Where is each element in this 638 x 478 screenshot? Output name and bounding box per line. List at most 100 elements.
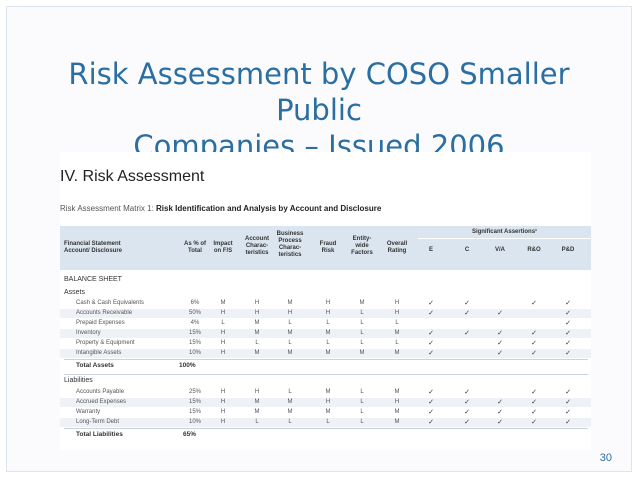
asset-row: Accounts Receivable 50% H H H H L H ✓ ✓ ✓ ✓ bbox=[60, 309, 591, 318]
assets-label: Assets bbox=[64, 289, 86, 296]
assertion-check-icon: ✓ bbox=[497, 340, 503, 347]
header-fraud-risk: Fraud Risk bbox=[319, 241, 337, 254]
fraud-risk-rating: H bbox=[325, 399, 331, 405]
assertion-check-icon: ✓ bbox=[565, 419, 571, 426]
asset-row: Property & Equipment 15% H L L L L L ✓ ✓ ✓ ✓ bbox=[60, 339, 591, 348]
asset-row: Intangible Assets 10% H M M M M M ✓ ✓ ✓ ✓ bbox=[60, 349, 591, 358]
assertion-check-icon: ✓ bbox=[531, 350, 537, 357]
account-name: Intangible Assets bbox=[76, 350, 122, 356]
business-process-rating: M bbox=[287, 330, 293, 336]
pct-of-total: 15% bbox=[188, 409, 201, 415]
account-name: Prepaid Expenses bbox=[76, 320, 125, 326]
assertion-check-icon: ✓ bbox=[565, 350, 571, 357]
slide-title-line-1: Risk Assessment by COSO Smaller Public bbox=[68, 57, 570, 127]
document-excerpt: IV. Risk Assessment Risk Assessment Matr… bbox=[60, 152, 591, 450]
assertion-check-icon: ✓ bbox=[428, 419, 434, 426]
pct-of-total: 6% bbox=[190, 300, 200, 306]
impact-rating: H bbox=[220, 350, 226, 356]
entity-wide-rating: M bbox=[359, 350, 365, 356]
total-liabilities-pct: 65% bbox=[183, 431, 197, 438]
overall-rating: M bbox=[394, 389, 400, 395]
section-title: IV. Risk Assessment bbox=[60, 168, 205, 185]
entity-wide-rating: M bbox=[359, 300, 365, 306]
account-name: Accrued Expenses bbox=[76, 399, 127, 405]
account-char-rating: M bbox=[254, 350, 260, 356]
account-char-rating: H bbox=[254, 300, 260, 306]
assertion-check-icon: ✓ bbox=[497, 399, 503, 406]
assertion-check-icon: ✓ bbox=[464, 389, 470, 396]
header-assertion-c: C bbox=[464, 247, 470, 253]
overall-rating: H bbox=[394, 310, 400, 316]
impact-rating: L bbox=[221, 320, 225, 326]
assertion-check-icon: ✓ bbox=[428, 409, 434, 416]
entity-wide-rating: L bbox=[360, 419, 364, 425]
account-char-rating: M bbox=[254, 399, 260, 405]
assertion-check-icon: ✓ bbox=[464, 310, 470, 317]
pct-of-total: 4% bbox=[190, 320, 200, 326]
overall-rating: L bbox=[395, 340, 399, 346]
header-assertion-e: E bbox=[428, 247, 433, 253]
assertion-check-icon: ✓ bbox=[428, 340, 434, 347]
fraud-risk-rating: M bbox=[325, 389, 331, 395]
header-assertion-va: V/A bbox=[494, 247, 505, 253]
account-char-rating: M bbox=[254, 330, 260, 336]
liability-row: Long-Term Debt 10% H L L L L M ✓ ✓ ✓ ✓ ✓ bbox=[60, 418, 591, 427]
assertion-check-icon: ✓ bbox=[531, 330, 537, 337]
assertion-check-icon: ✓ bbox=[497, 330, 503, 337]
impact-rating: H bbox=[220, 419, 226, 425]
header-account-characteristics: Account Charac-teristics bbox=[245, 236, 269, 256]
assertion-check-icon: ✓ bbox=[464, 399, 470, 406]
fraud-risk-rating: H bbox=[325, 300, 331, 306]
pct-of-total: 15% bbox=[188, 340, 201, 346]
account-name: Cash & Cash Equivalents bbox=[76, 300, 145, 306]
assertion-check-icon: ✓ bbox=[497, 409, 503, 416]
assertion-check-icon: ✓ bbox=[428, 300, 434, 307]
account-char-rating: H bbox=[254, 310, 260, 316]
fraud-risk-rating: M bbox=[325, 409, 331, 415]
total-assets-pct: 100% bbox=[179, 362, 196, 369]
assertion-check-icon: ✓ bbox=[497, 310, 503, 317]
fraud-risk-rating: L bbox=[326, 340, 330, 346]
overall-rating: H bbox=[394, 300, 400, 306]
header-account: Financial Statement Account/ Disclosure bbox=[64, 241, 123, 254]
total-assets-label: Total Assets bbox=[76, 362, 114, 369]
assertion-check-icon: ✓ bbox=[428, 399, 434, 406]
overall-rating: M bbox=[394, 409, 400, 415]
pct-of-total: 15% bbox=[188, 399, 201, 405]
impact-rating: H bbox=[220, 399, 226, 405]
liabilities-label: Liabilities bbox=[64, 377, 93, 384]
business-process-rating: M bbox=[287, 409, 293, 415]
assertion-check-icon: ✓ bbox=[464, 300, 470, 307]
assertion-check-icon: ✓ bbox=[428, 350, 434, 357]
assertion-check-icon: ✓ bbox=[464, 419, 470, 426]
entity-wide-rating: L bbox=[360, 399, 364, 405]
impact-rating: H bbox=[220, 310, 226, 316]
assertion-check-icon: ✓ bbox=[565, 300, 571, 307]
fraud-risk-rating: L bbox=[326, 419, 330, 425]
account-name: Long-Term Debt bbox=[76, 419, 120, 425]
entity-wide-rating: L bbox=[360, 340, 364, 346]
assertion-check-icon: ✓ bbox=[531, 419, 537, 426]
business-process-rating: M bbox=[287, 300, 293, 306]
account-name: Warranty bbox=[76, 409, 101, 415]
impact-rating: H bbox=[220, 409, 226, 415]
account-char-rating: M bbox=[254, 320, 260, 326]
row-divider bbox=[64, 374, 588, 375]
account-name: Inventory bbox=[76, 330, 101, 336]
account-char-rating: L bbox=[255, 340, 259, 346]
assertion-check-icon: ✓ bbox=[497, 350, 503, 357]
total-liabilities-label: Total Liabilities bbox=[76, 431, 123, 438]
pct-of-total: 10% bbox=[188, 419, 201, 425]
overall-rating: M bbox=[394, 419, 400, 425]
pct-of-total: 10% bbox=[188, 350, 201, 356]
assertion-check-icon: ✓ bbox=[464, 330, 470, 337]
assertion-check-icon: ✓ bbox=[428, 310, 434, 317]
overall-rating: M bbox=[394, 330, 400, 336]
assertion-check-icon: ✓ bbox=[565, 320, 571, 327]
header-business-process: Business Process Charac-teristics bbox=[276, 231, 304, 258]
header-assertion-ro: R&O bbox=[527, 247, 541, 253]
account-name: Accounts Receivable bbox=[76, 310, 133, 316]
assertion-check-icon: ✓ bbox=[497, 419, 503, 426]
assertion-check-icon: ✓ bbox=[531, 399, 537, 406]
assertion-check-icon: ✓ bbox=[565, 340, 571, 347]
